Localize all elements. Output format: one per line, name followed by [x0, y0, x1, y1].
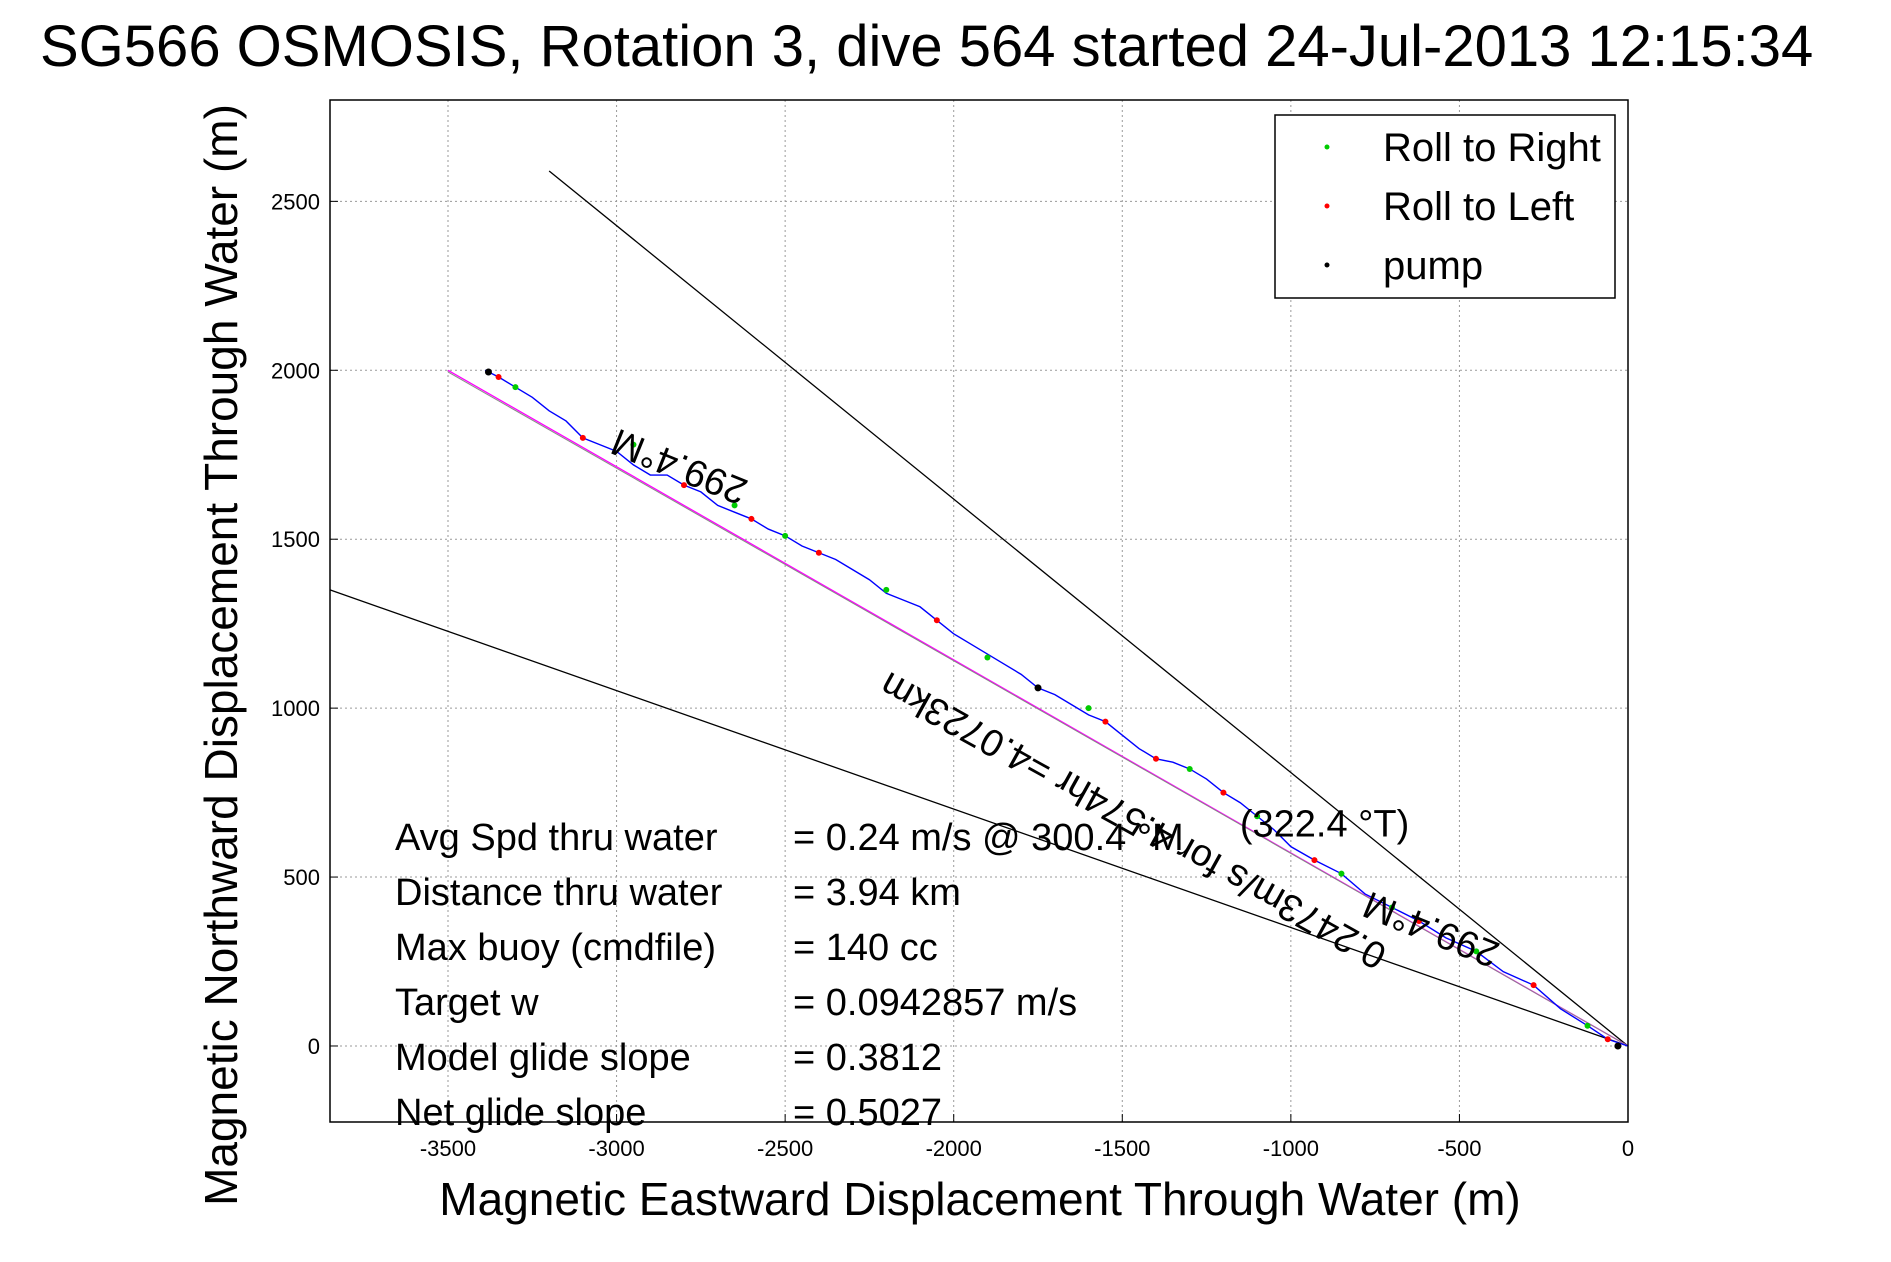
- annotation-label: 299.4°M: [606, 420, 753, 512]
- y-tick-label: 1500: [271, 527, 320, 552]
- x-tick-label: -1000: [1263, 1136, 1319, 1161]
- stat-label: Avg Spd thru water: [395, 817, 718, 859]
- legend-marker: [1324, 262, 1330, 268]
- stat-value: = 0.5027: [793, 1092, 942, 1134]
- roll-left-point: [815, 549, 822, 556]
- stat-label: Net glide slope: [395, 1092, 646, 1134]
- y-axis-label: Magnetic Northward Displacement Through …: [195, 104, 247, 1206]
- annotation-label: (322.4 °T): [1240, 804, 1409, 846]
- roll-left-point: [1604, 1036, 1611, 1043]
- chart-title: SG566 OSMOSIS, Rotation 3, dive 564 star…: [40, 14, 1813, 79]
- roll-right-point: [782, 532, 789, 539]
- roll-right-point: [731, 502, 738, 509]
- reference-line-model-line: [447, 371, 1629, 1047]
- legend-box: [1274, 114, 1616, 299]
- roll-right-point: [1473, 948, 1480, 955]
- roll-right-point: [1389, 904, 1395, 911]
- roll-left-point: [1220, 789, 1227, 796]
- roll-left-point: [1530, 982, 1537, 989]
- stat-label: Model glide slope: [395, 1037, 691, 1079]
- y-axis: 0 500 1000 1500 2000 2500: [271, 189, 338, 1059]
- roll-right-point: [883, 586, 890, 593]
- y-tick-label: 500: [283, 865, 320, 890]
- x-axis: -3500 -3000 -2500 -2000 -1500 -1000 -500 0: [420, 1114, 1634, 1161]
- roll-right-point: [1186, 765, 1193, 772]
- stat-value: = 3.94 km: [793, 872, 961, 914]
- reference-line-upper-bound: [548, 170, 1629, 1047]
- stat-label: Max buoy (cmdfile): [395, 927, 716, 969]
- legend-label: Roll to Right: [1383, 126, 1601, 170]
- roll-right-point: [1338, 870, 1345, 877]
- x-axis-label: Magnetic Eastward Displacement Through W…: [439, 1173, 1520, 1225]
- roll-left-point: [1153, 755, 1159, 762]
- markers: [484, 368, 1622, 1050]
- roll-right-point: [630, 441, 637, 448]
- y-tick-label: 0: [308, 1034, 320, 1059]
- roll-right-point: [1085, 705, 1092, 712]
- stat-value: = 0.0942857 m/s: [793, 982, 1077, 1024]
- stat-value: = 140 cc: [793, 927, 938, 969]
- roll-left-point: [681, 482, 687, 489]
- roll-left-point: [495, 374, 502, 381]
- stat-label: Target w: [395, 982, 539, 1024]
- x-tick-label: -3500: [420, 1136, 476, 1161]
- pump-point: [1034, 684, 1042, 692]
- pump-point: [1614, 1042, 1622, 1050]
- roll-right-point: [1584, 1022, 1591, 1029]
- x-tick-label: -1500: [1094, 1136, 1150, 1161]
- x-tick-label: -2000: [926, 1136, 982, 1161]
- stat-value: = 0.24 m/s @ 300.4 °M: [793, 817, 1184, 859]
- x-tick-label: -3000: [588, 1136, 644, 1161]
- roll-left-point: [748, 515, 755, 522]
- x-tick-label: -500: [1437, 1136, 1481, 1161]
- roll-left-point: [1311, 857, 1318, 864]
- legend: Roll to Right Roll to Left pump: [1274, 114, 1616, 299]
- legend-marker: [1324, 144, 1330, 150]
- y-tick-label: 2500: [271, 189, 320, 214]
- legend-label: Roll to Left: [1383, 185, 1574, 229]
- roll-left-point: [1415, 917, 1422, 924]
- roll-right-point: [512, 384, 519, 391]
- y-tick-label: 2000: [271, 358, 320, 383]
- stats-block: Avg Spd thru water = 0.24 m/s @ 300.4 °M D…: [395, 817, 1184, 1134]
- x-tick-label: -2500: [757, 1136, 813, 1161]
- roll-right-point: [984, 654, 991, 661]
- roll-left-point: [933, 617, 940, 624]
- legend-label: pump: [1383, 244, 1483, 288]
- roll-left-point: [579, 434, 586, 441]
- stat-value: = 0.3812: [793, 1037, 942, 1079]
- reference-lines: [329, 170, 1629, 1047]
- stat-label: Distance thru water: [395, 872, 723, 914]
- plot-area: [329, 99, 1629, 1123]
- reference-line-lower-bound: [329, 589, 1629, 1047]
- pump-point: [484, 368, 492, 376]
- x-tick-label: 0: [1622, 1136, 1634, 1161]
- dive-track-line: [484, 369, 1629, 1047]
- roll-left-point: [1102, 718, 1109, 725]
- y-tick-label: 1000: [271, 696, 320, 721]
- track: [484, 369, 1629, 1047]
- roll-right-point: [1254, 813, 1261, 820]
- legend-marker: [1324, 203, 1330, 209]
